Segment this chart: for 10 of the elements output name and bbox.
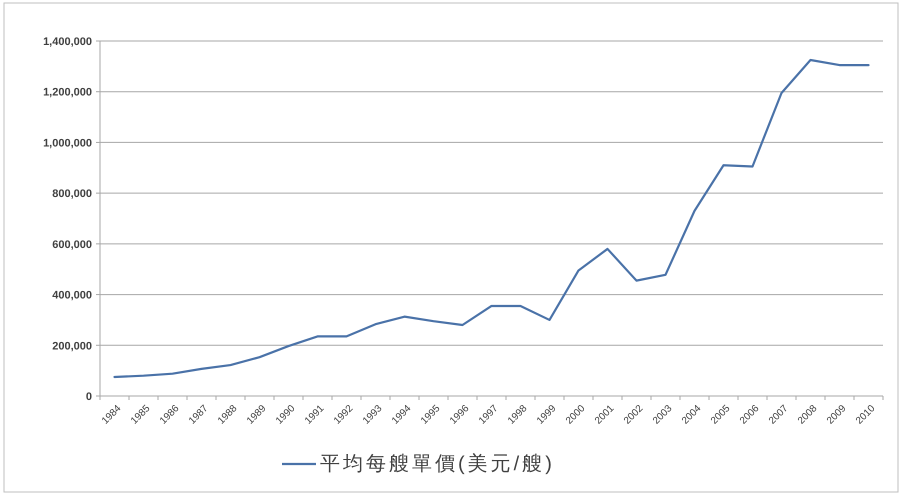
y-tick-label: 400,000 bbox=[52, 290, 92, 302]
y-tick-label: 800,000 bbox=[52, 188, 92, 200]
y-tick-label: 0 bbox=[86, 391, 92, 403]
y-tick-label: 600,000 bbox=[52, 238, 92, 251]
y-tick-label: 200,000 bbox=[52, 340, 92, 352]
legend-label: 平均每艘單價(美元/艘) bbox=[320, 452, 555, 475]
y-tick-label: 1,400,000 bbox=[43, 36, 92, 48]
y-tick-label: 1,000,000 bbox=[43, 137, 92, 150]
line-series bbox=[113, 58, 870, 378]
y-tick-label: 1,200,000 bbox=[43, 86, 92, 99]
